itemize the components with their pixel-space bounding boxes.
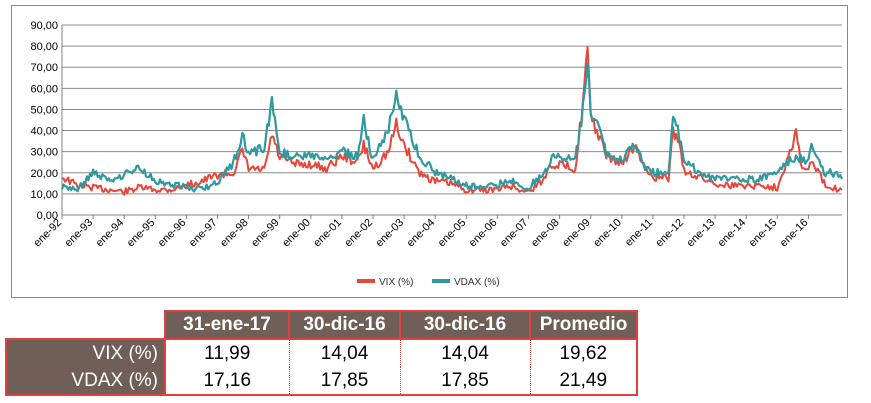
x-tick-label: ene-93 bbox=[63, 217, 96, 250]
table-cell: 14,04 bbox=[289, 338, 401, 367]
y-tick-label: 40,00 bbox=[30, 126, 58, 138]
col-header-1: 31-ene-17 bbox=[164, 310, 290, 340]
stats-table: 31-ene-17 30-dic-16 30-dic-16 Promedio V… bbox=[5, 310, 638, 396]
legend-label-vdax: VDAX (%) bbox=[454, 277, 500, 288]
chart-frame: 0,00 10,00 20,00 30,00 40,00 50,00 60,00 70,00 8… bbox=[11, 5, 848, 298]
y-tick-label: 20,00 bbox=[30, 168, 58, 180]
x-tick-label: ene-12 bbox=[653, 217, 686, 250]
x-tick-label: ene-15 bbox=[747, 217, 780, 250]
x-tick-label: ene-00 bbox=[280, 217, 313, 250]
x-tick-label: ene-02 bbox=[342, 217, 375, 250]
y-tick-label: 50,00 bbox=[30, 104, 58, 116]
col-header-4: Promedio bbox=[529, 310, 638, 340]
gridlines bbox=[62, 24, 842, 195]
series-lines bbox=[60, 46, 844, 196]
y-tick-label: 60,00 bbox=[30, 83, 58, 95]
table-cell: 14,04 bbox=[400, 338, 531, 367]
x-tick-label: ene-04 bbox=[405, 217, 438, 250]
x-tick-label: ene-06 bbox=[467, 217, 500, 250]
x-tick-label: ene-08 bbox=[529, 217, 562, 250]
y-tick-label: 80,00 bbox=[30, 41, 58, 53]
x-tick-label: ene-03 bbox=[374, 217, 407, 250]
legend-label-vix: VIX (%) bbox=[379, 277, 413, 288]
x-tick-label: ene-14 bbox=[716, 217, 749, 250]
x-tick-label: ene-10 bbox=[591, 217, 624, 250]
x-tick-label: ene-96 bbox=[156, 217, 189, 250]
x-tick-label: ene-95 bbox=[125, 217, 158, 250]
x-tick-label: ene-01 bbox=[311, 217, 344, 250]
x-tick-label: ene-16 bbox=[778, 217, 811, 250]
x-tick-label: ene-99 bbox=[249, 217, 282, 250]
row-label-vix: VIX (%) bbox=[5, 338, 166, 367]
y-tick-label: 10,00 bbox=[30, 189, 58, 201]
y-tick-label: 30,00 bbox=[30, 147, 58, 159]
table-cell: 21,49 bbox=[530, 367, 638, 396]
x-tick-label: ene-97 bbox=[187, 217, 220, 250]
row-label-vdax: VDAX (%) bbox=[5, 367, 166, 396]
x-tick-label: ene-98 bbox=[218, 217, 251, 250]
x-tick-label: ene-94 bbox=[94, 217, 127, 250]
table-corner bbox=[6, 311, 165, 339]
y-tick-label: 0,00 bbox=[37, 210, 58, 222]
x-axis-tick-labels: ene-92ene-93ene-94ene-95ene-96ene-97ene-… bbox=[31, 215, 811, 250]
table-row: VDAX (%) 17,16 17,85 17,85 21,49 bbox=[5, 367, 638, 396]
y-tick-label: 70,00 bbox=[30, 62, 58, 74]
y-tick-label: 90,00 bbox=[30, 20, 58, 32]
table-cell: 19,62 bbox=[530, 338, 638, 367]
table-cell: 17,85 bbox=[400, 367, 531, 396]
x-tick-label: ene-07 bbox=[498, 217, 531, 250]
line-chart: 0,00 10,00 20,00 30,00 40,00 50,00 60,00 70,00 8… bbox=[30, 20, 844, 288]
legend: VIX (%) VDAX (%) bbox=[357, 277, 500, 288]
x-tick-label: ene-13 bbox=[685, 217, 718, 250]
table-cell: 17,16 bbox=[165, 367, 290, 396]
x-tick-label: ene-11 bbox=[623, 217, 655, 249]
col-header-2: 30-dic-16 bbox=[288, 310, 401, 340]
x-tick-label: ene-09 bbox=[560, 217, 593, 250]
table-header-row: 31-ene-17 30-dic-16 30-dic-16 Promedio bbox=[6, 310, 638, 340]
col-header-3: 30-dic-16 bbox=[399, 310, 531, 340]
table-cell: 11,99 bbox=[165, 338, 290, 367]
table-row: VIX (%) 11,99 14,04 14,04 19,62 bbox=[5, 338, 638, 367]
y-axis-tick-labels: 0,00 10,00 20,00 30,00 40,00 50,00 60,00 70,00 8… bbox=[30, 20, 58, 222]
series-line-vdax bbox=[60, 62, 844, 193]
x-tick-label: ene-05 bbox=[436, 217, 469, 250]
table-cell: 17,85 bbox=[289, 367, 401, 396]
